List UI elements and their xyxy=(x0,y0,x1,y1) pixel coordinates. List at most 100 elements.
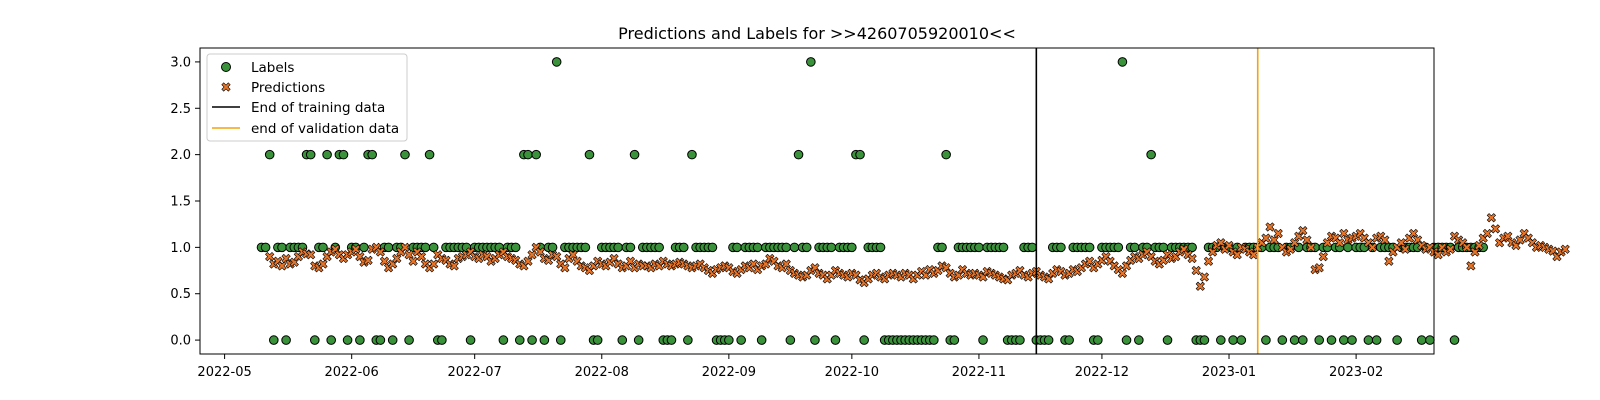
x-tick-label: 2023-02 xyxy=(1329,365,1383,380)
prediction-point xyxy=(523,256,533,266)
prediction-point xyxy=(1466,261,1476,271)
label-point xyxy=(1199,335,1210,345)
y-tick-label: 0.5 xyxy=(170,287,191,302)
label-point xyxy=(514,335,525,345)
prediction-point xyxy=(306,250,316,260)
y-tick-label: 2.0 xyxy=(170,148,191,163)
prediction-point xyxy=(408,256,418,266)
label-point xyxy=(1371,335,1382,345)
label-point xyxy=(998,242,1009,253)
prediction-point xyxy=(1318,252,1328,262)
label-point xyxy=(974,242,984,253)
prediction-point xyxy=(1380,235,1390,245)
prediction-point xyxy=(568,250,578,260)
prediction-point xyxy=(449,261,459,271)
label-point xyxy=(654,242,664,253)
label-point xyxy=(1347,335,1357,345)
label-point xyxy=(1113,242,1124,253)
prediction-point xyxy=(1207,247,1218,257)
prediction-point xyxy=(1470,247,1480,257)
x-tick-label: 2022-08 xyxy=(575,365,629,380)
prediction-point xyxy=(400,242,410,252)
prediction-point xyxy=(1322,238,1333,248)
label-point xyxy=(847,242,857,253)
prediction-point xyxy=(1396,238,1406,248)
label-point xyxy=(523,149,533,160)
label-point xyxy=(305,149,316,160)
prediction-point xyxy=(1474,240,1484,251)
label-point xyxy=(551,57,562,67)
label-point xyxy=(1277,335,1288,345)
label-point xyxy=(1027,242,1038,253)
label-point xyxy=(1129,242,1140,253)
legend-val-end-text: end of validation data xyxy=(251,121,399,137)
prediction-point xyxy=(1408,228,1419,239)
label-point xyxy=(859,335,869,345)
prediction-point xyxy=(1306,242,1316,252)
label-point xyxy=(1236,335,1247,345)
prediction-point xyxy=(1314,263,1324,273)
label-point xyxy=(678,242,689,253)
prediction-point xyxy=(1261,233,1271,243)
prediction-point xyxy=(1199,272,1210,282)
prediction-point xyxy=(1503,231,1513,241)
label-point xyxy=(724,335,734,345)
label-point xyxy=(383,242,394,253)
label-point xyxy=(547,242,558,253)
label-point xyxy=(830,335,841,345)
legend-train-end-text: End of training data xyxy=(251,100,385,116)
prediction-point xyxy=(1224,240,1234,251)
label-point xyxy=(1343,242,1353,253)
label-point xyxy=(732,242,742,253)
label-point xyxy=(683,335,693,345)
prediction-point xyxy=(404,250,414,260)
label-point xyxy=(855,149,865,160)
label-point xyxy=(929,335,939,345)
label-point xyxy=(617,335,628,345)
x-tick-label: 2022-06 xyxy=(325,365,379,380)
axis-ticks: 2022-05 2022-06 2022-07 2022-08 2022-09 2022-… xyxy=(170,55,1383,380)
prediction-point xyxy=(1273,228,1283,239)
legend-predictions-text: Predictions xyxy=(251,80,325,96)
x-tick-label: 2022-07 xyxy=(448,365,502,380)
label-point xyxy=(1162,335,1173,345)
y-tick-label: 1.5 xyxy=(170,195,191,210)
prediction-point xyxy=(1232,250,1242,260)
label-point xyxy=(424,149,435,160)
y-tick-label: 1.0 xyxy=(170,241,191,256)
label-point xyxy=(465,335,476,345)
label-point xyxy=(326,335,336,345)
x-tick-label: 2022-05 xyxy=(197,365,251,380)
label-point xyxy=(268,335,279,345)
chart-title: Predictions and Labels for >>42607059200… xyxy=(618,24,1016,43)
label-point xyxy=(531,149,541,160)
legend-box xyxy=(206,53,408,142)
label-point xyxy=(1134,335,1144,345)
x-tick-label: 2022-10 xyxy=(825,365,879,380)
legend-labels-text: Labels xyxy=(251,60,294,76)
label-point xyxy=(736,335,746,345)
prediction-point xyxy=(1482,228,1492,239)
prediction-point xyxy=(318,259,328,269)
label-point xyxy=(937,242,947,253)
label-point xyxy=(281,335,291,345)
label-point xyxy=(1289,335,1300,345)
prediction-point xyxy=(527,250,537,260)
label-point xyxy=(707,242,718,253)
y-tick-label: 2.5 xyxy=(170,102,191,117)
x-tick-label: 2023-01 xyxy=(1202,365,1256,380)
label-point xyxy=(752,242,763,253)
prediction-point xyxy=(552,252,562,262)
label-point xyxy=(539,335,550,345)
label-point xyxy=(322,149,332,160)
prediction-point xyxy=(625,256,636,266)
label-point xyxy=(420,242,431,253)
label-point xyxy=(437,335,447,345)
prediction-point xyxy=(1117,268,1128,278)
label-point xyxy=(342,335,353,345)
label-point xyxy=(400,149,410,160)
label-point xyxy=(1425,335,1435,345)
prediction-point xyxy=(277,261,287,271)
label-point xyxy=(793,149,804,160)
label-point xyxy=(355,335,365,345)
